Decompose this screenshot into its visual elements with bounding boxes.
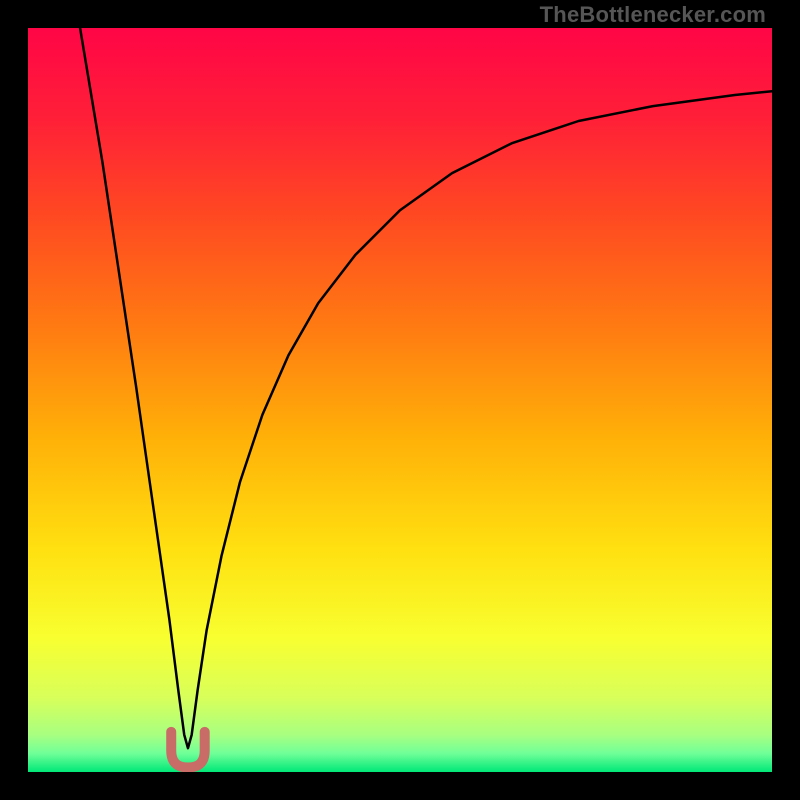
plot-area bbox=[28, 28, 772, 772]
bottleneck-chart bbox=[28, 28, 772, 772]
chart-frame: TheBottlenecker.com bbox=[0, 0, 800, 800]
gradient-background bbox=[28, 28, 772, 772]
watermark-text: TheBottlenecker.com bbox=[540, 2, 766, 28]
